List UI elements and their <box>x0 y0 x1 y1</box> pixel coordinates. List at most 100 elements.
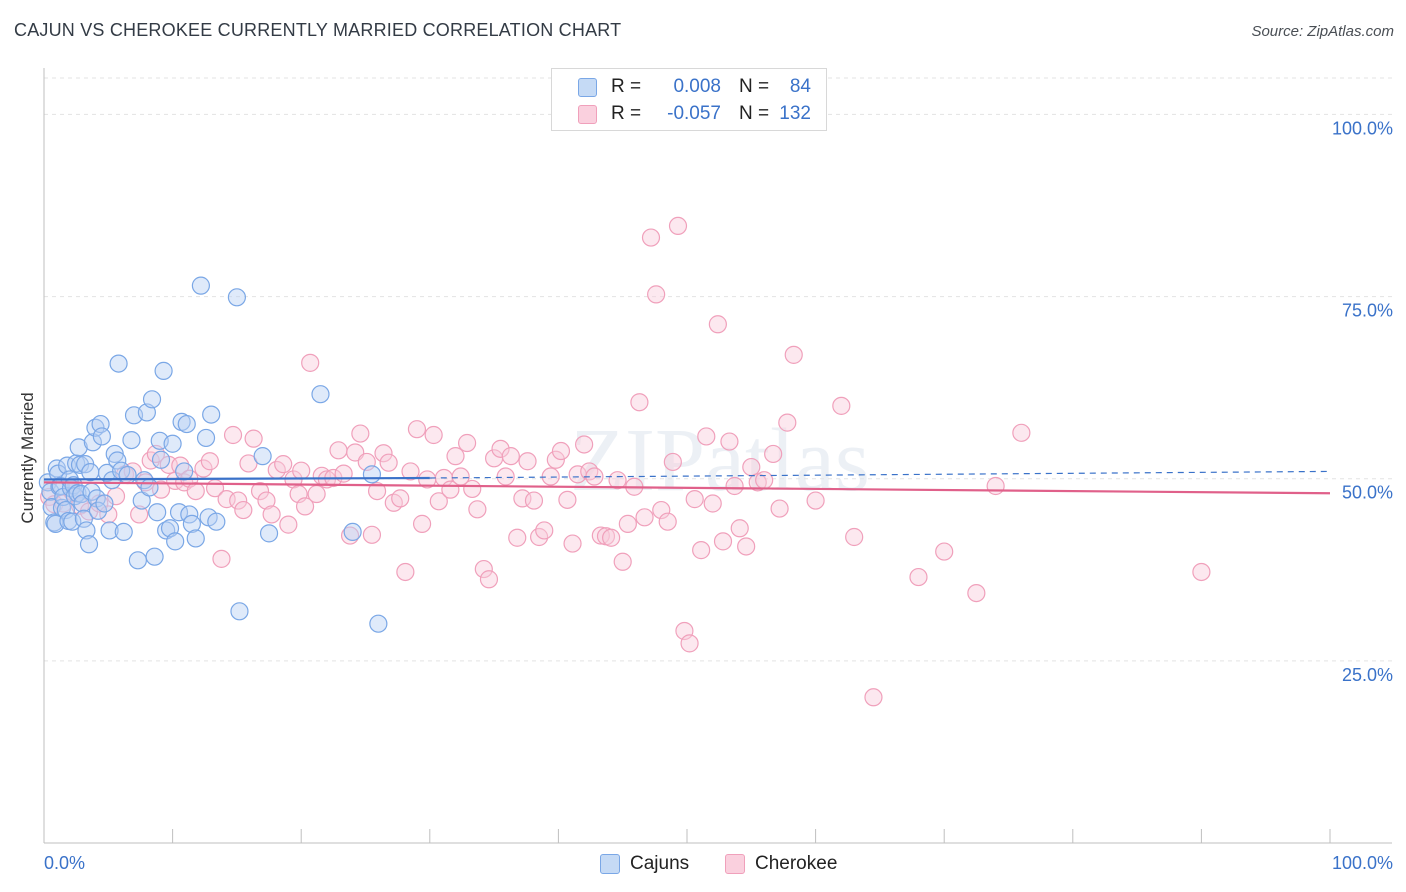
cherokee-point <box>535 521 554 540</box>
cajuns-point <box>56 500 75 520</box>
cajuns-point <box>108 451 127 470</box>
cherokee-point <box>223 425 243 445</box>
cajuns-point <box>42 498 61 517</box>
legend-row-cherokee: R = -0.057 N = 132 <box>578 102 811 126</box>
cajuns-point <box>191 276 210 295</box>
r-label: R = <box>611 76 642 97</box>
cajuns-point <box>92 427 111 446</box>
r-value: -0.057 <box>667 103 721 124</box>
cajuns-point <box>74 509 93 528</box>
cajuns-point <box>163 434 182 453</box>
cajuns-point <box>151 450 171 469</box>
cherokee-point <box>784 345 803 364</box>
cherokee-point <box>764 444 783 464</box>
cherokee-point <box>501 447 520 466</box>
cherokee-point <box>279 515 298 534</box>
cherokee-point <box>742 457 761 477</box>
cherokee-point <box>446 447 465 466</box>
cherokee-point <box>647 285 666 304</box>
cajuns-point <box>154 361 173 380</box>
cherokee-point <box>909 567 928 587</box>
cherokee-point <box>697 427 716 446</box>
n-value: 132 <box>779 103 811 124</box>
cherokee-point <box>295 497 315 516</box>
cajuns-point <box>202 405 221 424</box>
cajuns-point <box>182 514 201 533</box>
cajuns-point <box>77 521 96 540</box>
cherokee-point <box>580 462 599 481</box>
y-tick-label: 25.0% <box>1342 665 1393 685</box>
r-value: 0.008 <box>673 76 721 97</box>
y-tick-label: 100.0% <box>1332 118 1393 138</box>
tick-labels: 25.0% 50.0% 75.0% 100.0% 0.0% 100.0% <box>44 118 1393 873</box>
n-label: N = <box>739 103 770 124</box>
cherokee-point <box>200 452 219 471</box>
cherokee-point <box>575 435 594 454</box>
cherokee-point <box>551 441 571 461</box>
cherokee-point <box>513 489 532 508</box>
cherokee-swatch <box>725 854 745 874</box>
cajuns-point <box>369 614 388 633</box>
grid-lines <box>44 77 1392 662</box>
cherokee-point <box>457 433 477 453</box>
cherokee-point <box>685 490 704 509</box>
cherokee-point <box>708 315 727 334</box>
cherokee-point <box>274 455 293 474</box>
cherokee-point <box>613 552 632 571</box>
cajuns-point <box>186 529 205 548</box>
cajuns-point <box>207 512 226 531</box>
cherokee-point <box>329 441 348 460</box>
watermark: ZIPatlas <box>570 411 870 510</box>
cherokee-point <box>194 459 213 478</box>
cajuns-point <box>79 535 99 554</box>
cherokee-point <box>558 490 577 509</box>
cherokee-point <box>668 216 688 235</box>
cherokee-point <box>307 484 326 504</box>
cherokee-trend-line <box>43 481 1331 495</box>
cherokee-point <box>257 491 276 510</box>
cherokee-point <box>692 541 711 560</box>
legend-row-cajuns: R = 0.008 N = 84 <box>578 75 811 99</box>
cherokee-point <box>720 432 739 451</box>
cherokee-point <box>770 499 789 518</box>
cherokee-point <box>130 505 149 524</box>
cherokee-point <box>239 454 258 473</box>
cajuns-point <box>63 512 82 531</box>
cherokee-point <box>737 537 756 556</box>
cajuns-point <box>362 465 382 484</box>
cherokee-point <box>229 491 248 510</box>
cherokee-point <box>755 471 774 490</box>
cherokee-point <box>396 562 415 582</box>
cajuns-point <box>259 524 279 543</box>
cherokee-point <box>986 476 1005 496</box>
cherokee-point <box>518 452 537 471</box>
cajuns-point <box>148 503 167 522</box>
x-tick-label: 0.0% <box>44 853 85 873</box>
cajuns-swatch <box>600 854 620 874</box>
cherokee-point <box>778 413 797 432</box>
cherokee-point <box>806 491 825 510</box>
cherokee-point <box>407 420 427 439</box>
cherokee-point <box>524 491 544 510</box>
cajuns-point <box>109 354 128 373</box>
cajuns-point <box>140 478 159 497</box>
cherokee-point <box>635 508 654 527</box>
cherokee-point <box>641 228 661 247</box>
cherokee-point <box>301 353 320 372</box>
cherokee-swatch <box>578 104 597 124</box>
cherokee-point <box>546 450 565 469</box>
cajuns-point <box>70 455 90 474</box>
cajuns-point <box>118 465 137 485</box>
cherokee-point <box>491 439 510 458</box>
cherokee-points <box>40 216 1211 707</box>
cajuns-point <box>177 414 196 434</box>
cherokee-point <box>725 476 744 496</box>
cherokee-point <box>401 462 420 481</box>
cherokee-point <box>630 393 649 412</box>
cherokee-point <box>412 514 432 533</box>
cherokee-point <box>362 525 382 544</box>
cherokee-point <box>463 479 482 499</box>
cherokee-point <box>713 532 733 551</box>
cherokee-point <box>967 583 986 603</box>
cherokee-point <box>658 512 677 531</box>
